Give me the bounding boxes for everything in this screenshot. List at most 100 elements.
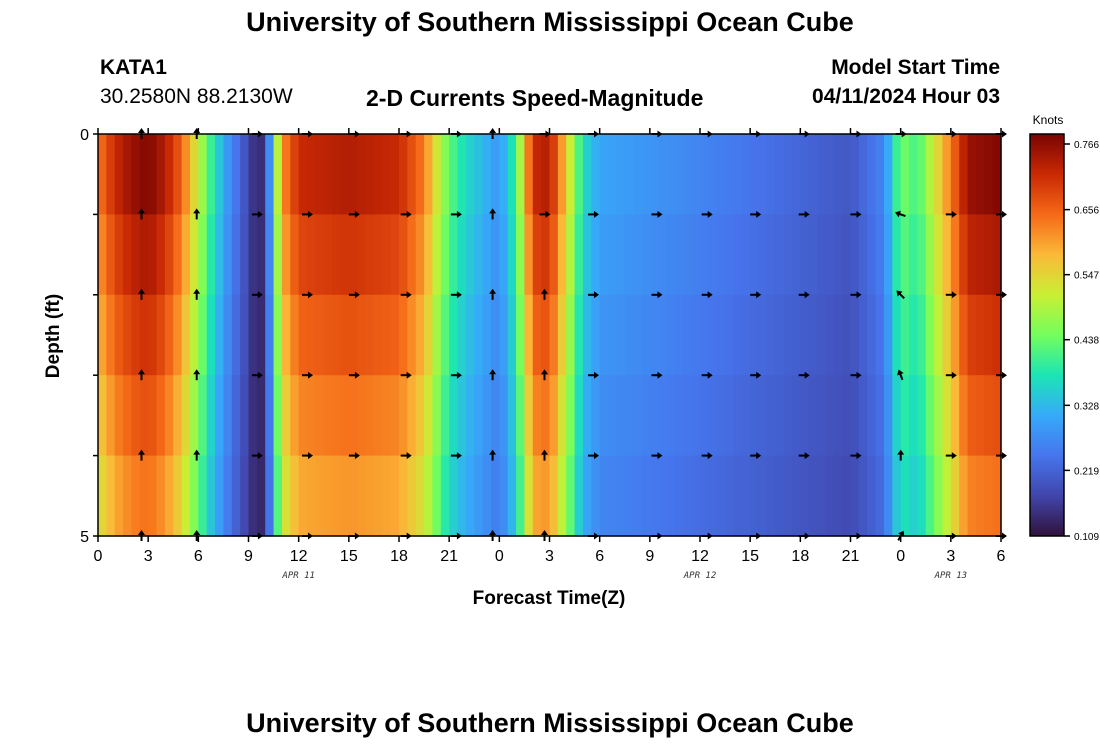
current-arrow [651,452,663,460]
current-arrow-head [257,452,263,460]
current-arrow-head [354,210,360,218]
axis-ticks: 0 3 6 9 12 15 18 21 0 3 6 9 12 15 18 21 0 3 6 APR 11 APR 12 A… [80,127,1006,581]
heatmap-cell [741,455,751,537]
heatmap-cell [883,375,893,457]
current-arrow-head [897,369,904,376]
heatmap-cell [691,375,701,457]
current-arrow [945,371,957,379]
current-arrow [701,371,713,379]
heatmap-cell [248,134,258,215]
heatmap-cell [875,214,885,296]
heatmap-cell [265,214,275,296]
heatmap-cell [382,455,392,537]
current-arrow [489,369,497,381]
heatmap-cell [725,375,735,457]
current-arrow [541,369,548,381]
heatmap-cell [817,455,827,537]
heatmap-cell [357,375,367,457]
current-arrow-head [804,210,810,218]
current-arrow [251,452,263,460]
current-arrow [651,291,663,299]
current-arrow [701,291,713,299]
heatmap-cell [332,375,342,457]
current-arrow [850,371,862,379]
heatmap-cell [900,375,910,457]
heatmap-cell [240,134,250,215]
heatmap-cell [683,455,693,537]
current-arrow [541,288,548,300]
heatmap-cell [532,134,542,215]
heatmap-cell [599,375,609,457]
current-arrow [489,128,497,139]
heatmap-cell [549,455,559,537]
heatmap-cell [591,294,601,376]
heatmap-cell [415,294,425,376]
heatmap-cell [373,134,383,215]
current-arrow [798,210,810,218]
current-arrow [489,530,497,541]
heatmap-cell [273,214,283,296]
current-arrow-head [951,210,957,218]
heatmap-cell [399,134,408,215]
current-arrow-head [489,208,497,214]
heatmap-cell [975,375,985,457]
x-tick-label: 3 [545,548,554,565]
current-arrow [138,128,145,139]
heatmap-cell [181,455,191,537]
date-label: APR 11 [281,571,315,581]
heatmap-cell [131,294,141,376]
heatmap-cell [231,294,241,376]
heatmap-cell [909,214,918,296]
heatmap-cell [348,294,358,376]
current-arrow [750,452,762,460]
heatmap-cell [106,455,116,537]
heatmap-cell [950,294,960,376]
heatmap-cell [148,294,158,376]
heatmap-cell [206,214,216,296]
x-tick-label: 21 [842,548,860,565]
heatmap-cell [708,214,718,296]
heatmap-cell [574,294,584,376]
heatmap-cell [114,294,124,376]
heatmap-cell [532,375,542,457]
heatmap-cell [424,294,434,376]
x-tick-label: 12 [290,548,308,565]
heatmap-cell [708,134,718,215]
heatmap-cell [298,294,308,376]
heatmap-cell [373,375,383,457]
heatmap-cell [482,294,492,376]
heatmap-cell [407,294,417,376]
current-arrow [251,371,263,379]
heatmap-cell [206,134,216,215]
current-arrow [193,449,201,461]
heatmap-cell [307,455,316,537]
heatmap-cell [323,294,333,376]
heatmap-cell [541,214,551,296]
heatmap-cell [189,375,199,457]
heatmap-cell [332,294,342,376]
current-arrow [588,452,599,460]
current-arrow-head [489,288,497,294]
current-arrow [138,449,145,461]
heatmap-cell [557,134,567,215]
heatmap-cell [390,455,400,537]
heatmap-cell [892,375,902,457]
heatmap-cell [649,134,659,215]
current-arrow-head [541,530,548,535]
heatmap-cell [716,455,726,537]
heatmap-cell [934,375,944,457]
current-arrow [193,288,201,300]
current-arrow-head [406,291,412,299]
x-tick-label: 21 [440,548,458,565]
heatmap-cell [624,134,634,215]
heatmap-cell [858,455,868,537]
heatmap-cell [892,134,902,215]
heatmap-cell [959,375,969,457]
heatmap-cell [800,455,810,537]
heatmap-cell [332,134,342,215]
heatmap-cell [875,455,885,537]
heatmap-cell [549,134,559,215]
heatmap-cell [215,455,225,537]
heatmap-cell [482,375,492,457]
